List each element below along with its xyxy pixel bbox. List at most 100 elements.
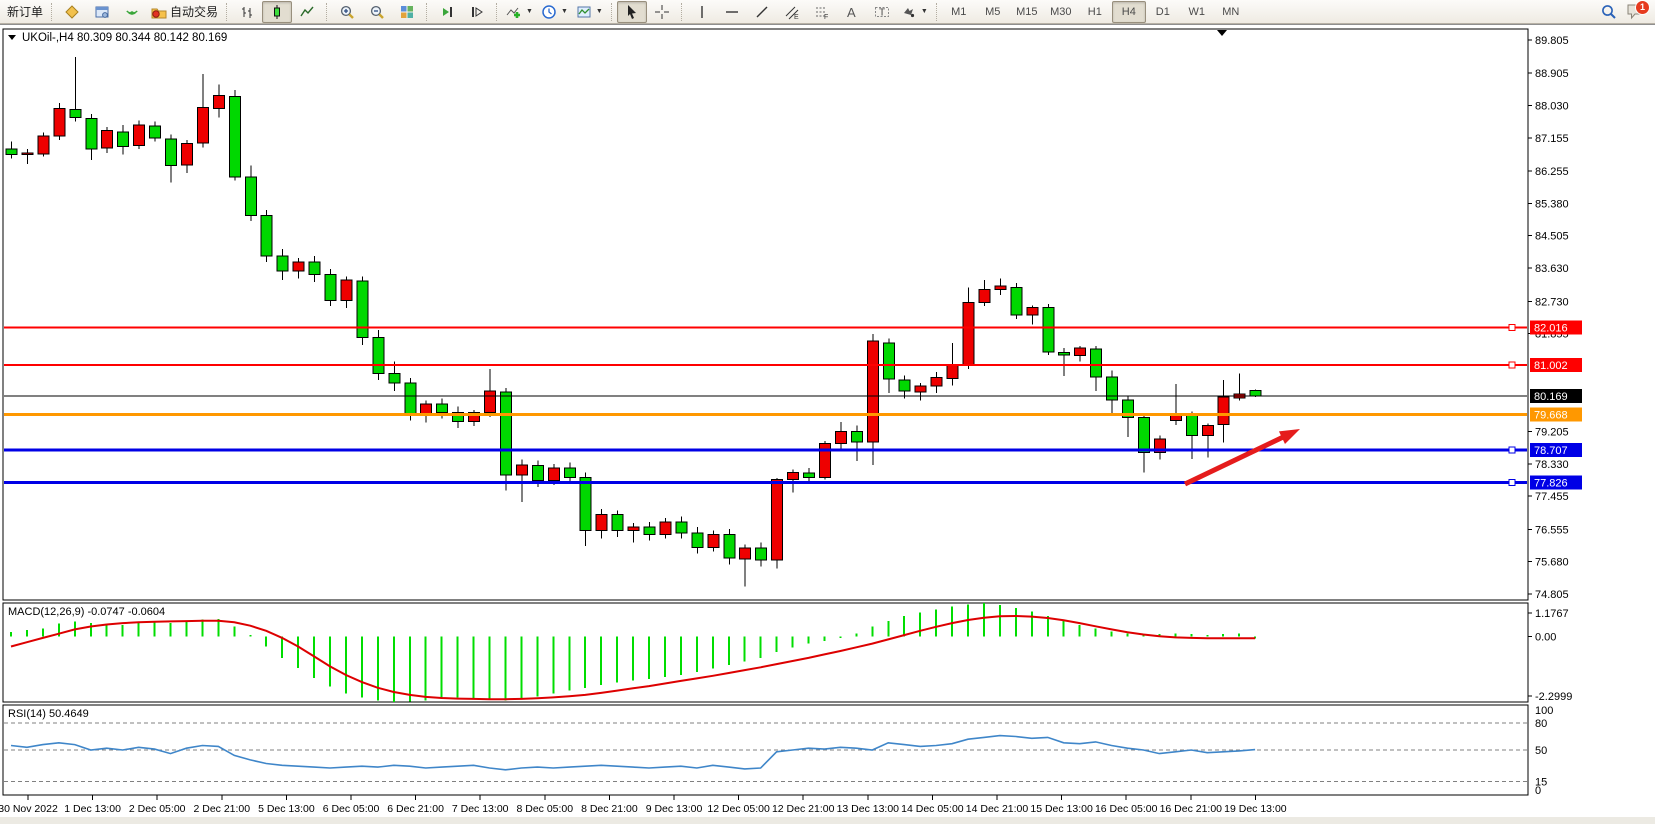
timeframe-W1[interactable]: W1 xyxy=(1188,5,1206,18)
dropdown-caret-icon: ▼ xyxy=(920,8,928,15)
new-order-button[interactable]: 新订单 xyxy=(3,1,47,23)
dropdown-caret-icon: ▼ xyxy=(595,8,603,15)
timeframe-M5[interactable]: M5 xyxy=(985,5,1001,18)
equidistant-channel-button[interactable]: E xyxy=(777,1,807,23)
search-icon[interactable] xyxy=(1600,3,1618,21)
signals-button[interactable] xyxy=(117,1,147,23)
svg-text:6 Dec 05:00: 6 Dec 05:00 xyxy=(323,803,380,815)
notifications-button[interactable]: 1 xyxy=(1626,0,1650,22)
svg-text:16 Dec 21:00: 16 Dec 21:00 xyxy=(1160,803,1223,815)
svg-text:12 Dec 05:00: 12 Dec 05:00 xyxy=(707,803,770,815)
toolbar-separator xyxy=(426,2,428,21)
toolbar-separator xyxy=(226,2,228,21)
timeframe-H1[interactable]: H1 xyxy=(1087,5,1102,18)
timeframe-M1[interactable]: M1 xyxy=(951,5,967,18)
fibonacci-icon: F xyxy=(815,7,828,20)
svg-text:16 Dec 05:00: 16 Dec 05:00 xyxy=(1095,803,1158,815)
price-axis-labels: 82.016 81.002 79.668 78.707 77.826 80.169 xyxy=(1530,320,1582,490)
timeframe-M30[interactable]: M30 xyxy=(1050,5,1072,18)
tile-windows-button[interactable] xyxy=(392,1,422,23)
symbol-dropdown-icon[interactable] xyxy=(8,35,16,40)
vertical-line-button[interactable] xyxy=(687,1,717,23)
fibonacci-button[interactable]: F xyxy=(807,1,837,23)
scroll-to-end-button[interactable] xyxy=(432,1,462,23)
periods-button[interactable]: ▼ xyxy=(537,1,572,23)
svg-text:81.002: 81.002 xyxy=(1534,360,1568,372)
candlestick-button[interactable] xyxy=(262,0,293,23)
arrows-button[interactable]: ▼ xyxy=(897,1,932,23)
svg-text:A: A xyxy=(847,5,856,20)
horizontal-line-button[interactable] xyxy=(717,1,747,23)
hline-handle[interactable] xyxy=(1508,324,1516,332)
svg-text:78.330: 78.330 xyxy=(1535,459,1569,471)
timeframe-MN[interactable]: MN xyxy=(1222,5,1240,18)
clock-icon xyxy=(542,4,556,19)
indicators-button[interactable]: ▼ xyxy=(502,1,537,23)
svg-text:19 Dec 13:00: 19 Dec 13:00 xyxy=(1224,803,1287,815)
svg-text:79.668: 79.668 xyxy=(1534,409,1568,421)
price-label-79.668 xyxy=(1530,407,1582,422)
zoom-out-icon xyxy=(370,5,384,19)
svg-text:30 Nov 2022: 30 Nov 2022 xyxy=(0,803,58,815)
chart-window[interactable]: UKOil-,H4 80.309 80.344 80.142 80.169 89.… xyxy=(0,24,1655,824)
tile-windows-icon xyxy=(401,5,414,18)
text-button[interactable]: A xyxy=(837,1,867,23)
svg-text:E: E xyxy=(794,14,799,20)
hline-handle[interactable] xyxy=(1508,478,1516,486)
svg-text:2 Dec 05:00: 2 Dec 05:00 xyxy=(129,803,186,815)
svg-text:75.680: 75.680 xyxy=(1535,557,1569,569)
svg-text:78.707: 78.707 xyxy=(1534,445,1568,457)
timeframe-H4[interactable]: H4 xyxy=(1111,0,1146,23)
crosshair-icon xyxy=(654,4,669,19)
svg-text:12 Dec 21:00: 12 Dec 21:00 xyxy=(772,803,835,815)
horizontal-line-icon xyxy=(725,10,738,13)
svg-text:9 Dec 13:00: 9 Dec 13:00 xyxy=(646,803,703,815)
hline-handle[interactable] xyxy=(1508,361,1516,369)
svg-text:8 Dec 05:00: 8 Dec 05:00 xyxy=(516,803,573,815)
text-label-button[interactable]: T xyxy=(867,1,897,23)
svg-text:14 Dec 21:00: 14 Dec 21:00 xyxy=(966,803,1029,815)
macd-pane[interactable] xyxy=(2,602,1529,703)
chart-canvas[interactable]: UKOil-,H4 80.309 80.344 80.142 80.169 89.… xyxy=(0,25,1655,824)
timeframe-group: M1 M5 M15 M30 H1 H4 D1 W1 MN xyxy=(942,0,1248,23)
add-indicator-icon xyxy=(506,7,521,18)
data-window-button[interactable] xyxy=(87,1,117,23)
data-window-icon xyxy=(95,6,109,18)
svg-text:T: T xyxy=(879,7,885,18)
bar-chart-button[interactable] xyxy=(232,1,262,23)
svg-text:80.169: 80.169 xyxy=(1534,391,1568,403)
svg-text:85.380: 85.380 xyxy=(1535,198,1569,210)
zoom-in-button[interactable] xyxy=(332,1,362,23)
cursor-button[interactable] xyxy=(616,0,647,23)
auto-scroll-button[interactable] xyxy=(462,1,492,23)
trend-arrow[interactable] xyxy=(1183,429,1300,487)
svg-text:50: 50 xyxy=(1535,745,1547,757)
line-chart-button[interactable] xyxy=(292,1,322,23)
price-pane[interactable] xyxy=(2,28,1529,601)
svg-text:15: 15 xyxy=(1535,777,1547,789)
zoom-out-button[interactable] xyxy=(362,1,392,23)
time-axis: 30 Nov 2022 1 Dec 13:00 2 Dec 05:00 2 Dec 2… xyxy=(0,795,1287,815)
svg-text:6 Dec 21:00: 6 Dec 21:00 xyxy=(387,803,444,815)
templates-button[interactable]: ▼ xyxy=(572,1,607,23)
toolbar-separator xyxy=(326,2,328,21)
svg-text:13 Dec 13:00: 13 Dec 13:00 xyxy=(837,803,900,815)
svg-text:88.905: 88.905 xyxy=(1535,68,1569,80)
crosshair-button[interactable] xyxy=(647,1,677,23)
svg-text:82.016: 82.016 xyxy=(1534,323,1568,335)
autotrading-button[interactable]: 自动交易 xyxy=(147,1,222,23)
toolbar-right-tools: 1 xyxy=(1600,0,1652,22)
timeframe-D1[interactable]: D1 xyxy=(1155,5,1170,18)
svg-text:83.630: 83.630 xyxy=(1535,263,1569,275)
timeframe-M15[interactable]: M15 xyxy=(1016,5,1038,18)
svg-text:100: 100 xyxy=(1535,705,1553,717)
toolbar-separator xyxy=(496,2,498,21)
svg-text:80: 80 xyxy=(1535,718,1547,730)
svg-text:2 Dec 21:00: 2 Dec 21:00 xyxy=(193,803,250,815)
trendline-button[interactable] xyxy=(747,1,777,23)
text-label-icon: T xyxy=(874,6,889,18)
history-center-button[interactable] xyxy=(57,1,87,23)
svg-text:87.155: 87.155 xyxy=(1535,133,1569,145)
toolbar-separator xyxy=(680,2,683,21)
hline-handle[interactable] xyxy=(1508,446,1516,454)
